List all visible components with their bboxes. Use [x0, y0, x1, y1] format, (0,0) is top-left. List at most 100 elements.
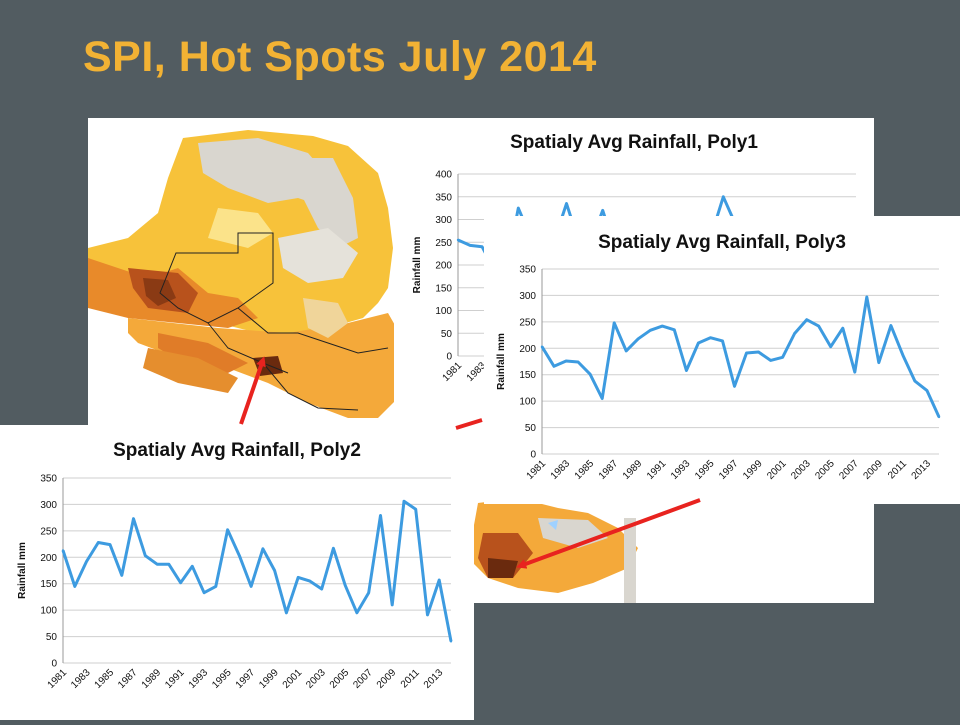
x-tick-label: 1997 — [717, 458, 741, 482]
data-point — [637, 337, 640, 340]
series-line — [540, 295, 941, 418]
x-tick-label: 2011 — [399, 667, 422, 690]
poly3-plot: 0 50 100 150 200 250 300 350 Rainfall mm 1981 1983… — [496, 265, 941, 482]
x-tick-label: 1987 — [116, 667, 140, 691]
x-tick-label: 2005 — [328, 667, 352, 691]
data-point — [889, 324, 893, 327]
data-point — [673, 328, 676, 331]
data-point — [367, 591, 370, 594]
data-point — [601, 209, 604, 212]
y-tick-label: 300 — [519, 291, 536, 302]
data-point — [226, 528, 229, 531]
data-point — [722, 195, 725, 198]
slide-title: SPI, Hot Spots July 2014 — [83, 33, 597, 81]
data-point — [155, 562, 159, 566]
y-tick-label: 50 — [441, 329, 453, 340]
data-point — [564, 359, 568, 363]
data-point — [757, 350, 760, 354]
data-point — [120, 574, 123, 577]
x-tick-label: 2007 — [351, 667, 375, 691]
x-tick-label: 1985 — [573, 458, 597, 482]
data-point — [285, 611, 288, 614]
y-tick-label: 350 — [519, 265, 536, 276]
poly1-chart-title: Spatialy Avg Rainfall, Poly1 — [510, 132, 758, 153]
data-point — [612, 321, 616, 325]
data-point — [805, 318, 808, 321]
data-point — [733, 385, 736, 388]
x-tick-label: 1993 — [187, 667, 211, 691]
x-tick-label: 1981 — [441, 360, 465, 384]
data-point — [793, 332, 796, 335]
data-point — [414, 507, 417, 511]
data-point — [332, 547, 335, 550]
data-point — [480, 245, 484, 248]
y-tick-label: 50 — [46, 632, 58, 643]
data-point — [877, 361, 881, 364]
y-tick-label: 0 — [51, 659, 57, 670]
data-point — [108, 543, 112, 546]
x-tick-label: 1989 — [621, 458, 645, 482]
y-tick-label: 150 — [519, 370, 536, 381]
x-tick-label: 2011 — [886, 458, 909, 481]
x-tick-label: 2001 — [765, 458, 789, 482]
data-point — [769, 359, 772, 362]
data-point — [202, 591, 206, 594]
data-point — [391, 603, 394, 607]
data-point — [438, 578, 441, 582]
data-point — [296, 576, 300, 579]
x-tick-label: 1989 — [140, 667, 164, 691]
data-point — [468, 244, 472, 247]
poly3-chart: Spatialy Avg Rainfall, Poly3 0 50 100 150 20… — [484, 216, 960, 504]
data-point — [901, 353, 905, 357]
data-point — [379, 514, 382, 517]
data-point — [456, 238, 460, 242]
data-point — [649, 329, 652, 332]
data-point — [85, 560, 88, 563]
data-point — [249, 585, 253, 588]
data-point — [167, 562, 171, 566]
y-tick-label: 250 — [519, 317, 536, 328]
x-tick-label: 1985 — [93, 667, 117, 691]
data-point — [709, 336, 712, 339]
data-point — [320, 587, 323, 591]
y-tick-label: 300 — [435, 215, 452, 226]
x-tick-label: 1999 — [741, 458, 765, 482]
data-point — [343, 584, 347, 587]
data-point — [540, 345, 544, 348]
data-point — [721, 339, 724, 343]
data-point — [745, 351, 748, 355]
data-point — [517, 206, 520, 210]
data-point — [214, 585, 218, 588]
data-point — [97, 541, 100, 544]
data-point — [144, 554, 147, 557]
data-point — [132, 517, 135, 520]
data-point — [61, 549, 65, 552]
x-tick-label: 2007 — [837, 458, 861, 482]
x-tick-label: 1981 — [525, 458, 549, 482]
data-point — [661, 324, 664, 328]
poly2-chart-title: Spatialy Avg Rainfall, Poly2 — [113, 440, 361, 461]
y-axis-label: Rainfall mm — [496, 333, 507, 390]
x-tick-label: 1999 — [257, 667, 281, 691]
data-point — [552, 365, 556, 368]
x-tick-label: 2005 — [813, 458, 837, 482]
y-tick-label: 100 — [40, 606, 57, 617]
y-tick-label: 250 — [435, 238, 452, 249]
x-tick-label: 1983 — [549, 458, 573, 482]
y-tick-label: 250 — [40, 526, 57, 537]
data-point — [600, 397, 604, 400]
data-point — [402, 500, 406, 503]
y-tick-label: 0 — [446, 352, 452, 363]
data-point — [829, 345, 832, 348]
data-point — [261, 547, 265, 551]
x-tick-label: 2009 — [375, 667, 399, 691]
data-point — [179, 581, 182, 584]
x-tick-label: 2003 — [789, 458, 813, 482]
data-point — [273, 569, 276, 572]
y-axis-label: Rainfall mm — [17, 542, 28, 599]
data-point — [817, 324, 820, 328]
y-tick-label: 200 — [435, 261, 452, 272]
y-tick-label: 350 — [40, 474, 57, 485]
data-point — [355, 611, 359, 614]
y-tick-label: 0 — [530, 450, 536, 461]
